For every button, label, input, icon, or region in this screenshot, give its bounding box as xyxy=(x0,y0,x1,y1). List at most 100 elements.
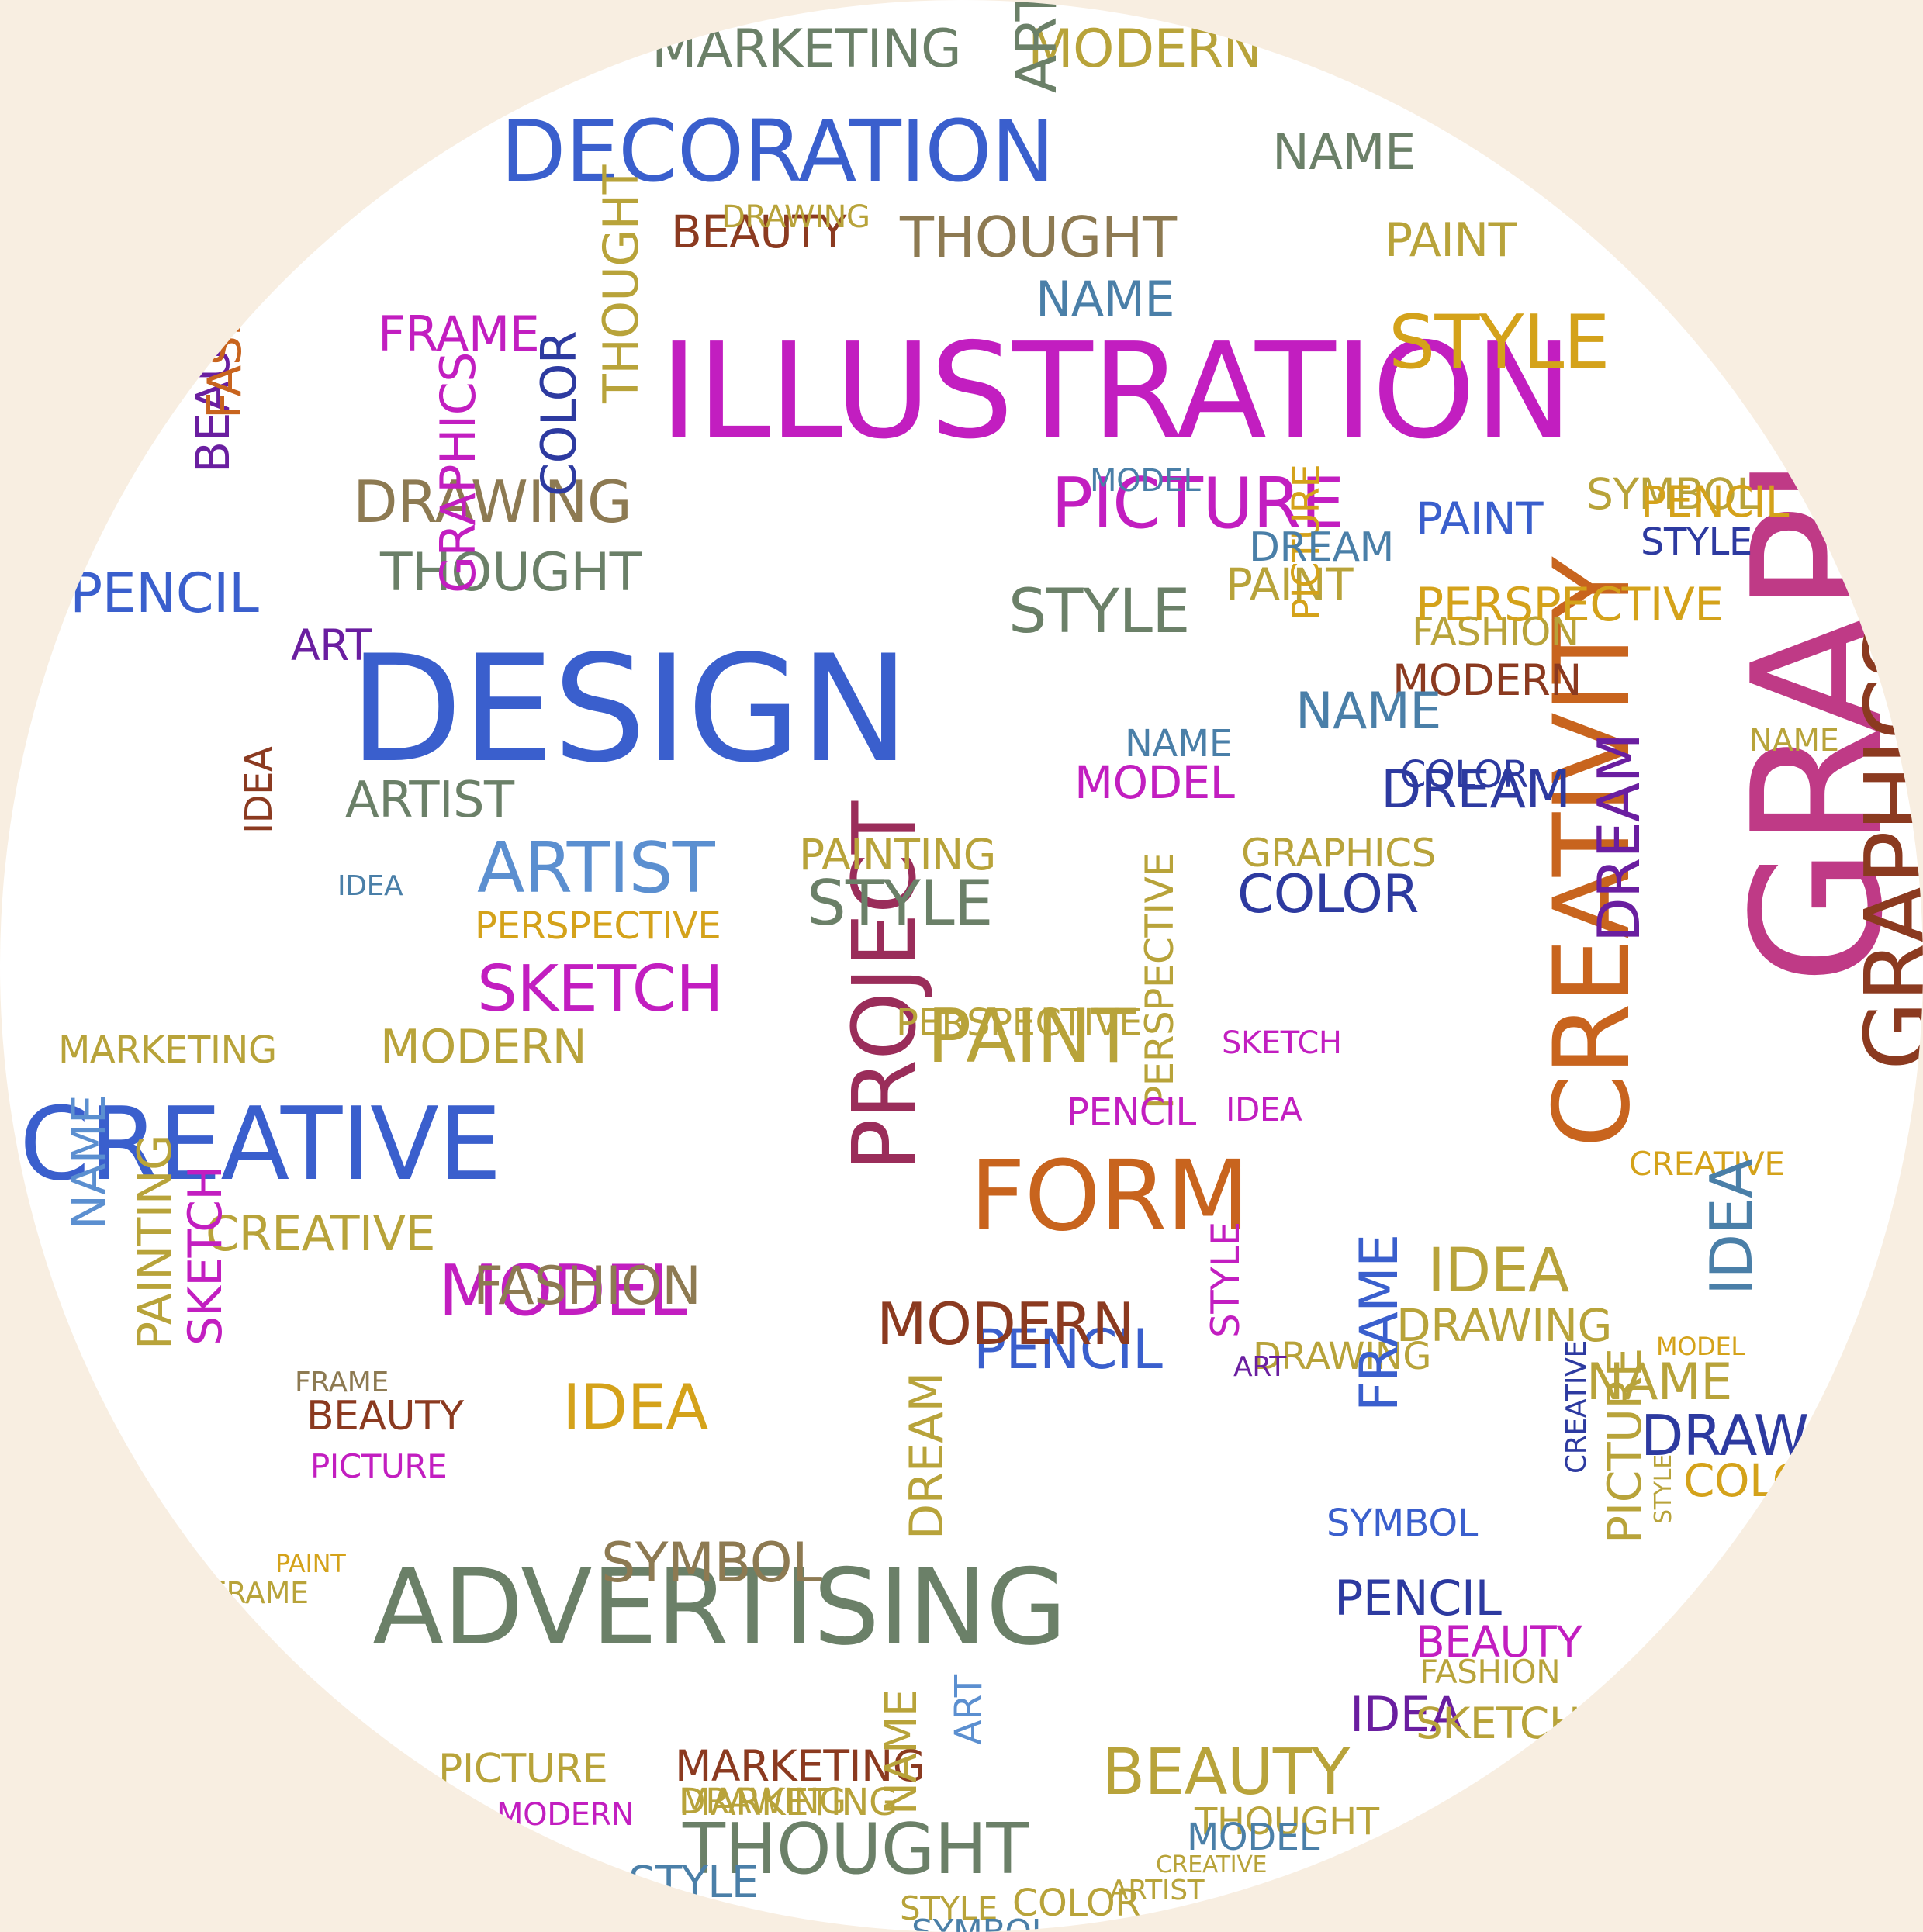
word-name: NAME xyxy=(62,1094,116,1229)
word-idea: IDEA xyxy=(1427,1236,1569,1306)
word-sketch: SKETCH xyxy=(1222,1025,1342,1061)
word-paint: PAINT xyxy=(927,994,1136,1080)
word-thought: THOUGHT xyxy=(1195,1800,1379,1844)
word-model: MODEL xyxy=(1090,463,1201,499)
word-frame: FRAME xyxy=(209,1576,309,1610)
word-model: MODEL xyxy=(1656,1332,1745,1361)
word-thought: THOUGHT xyxy=(593,165,649,403)
word-painting: PAINTING xyxy=(128,1135,182,1350)
word-style: STYLE xyxy=(900,1889,998,1927)
word-modern: MODERN xyxy=(877,1290,1135,1358)
word-style: STYLE xyxy=(1008,577,1190,647)
word-picture: PICTURE xyxy=(1598,1348,1652,1543)
word-symbol: SYMBOL xyxy=(1586,469,1760,519)
word-pencil: PENCIL xyxy=(70,562,259,625)
word-painting: PAINTING xyxy=(799,830,996,880)
word-picture: PICTURE xyxy=(310,1447,448,1485)
word-perspective: PERSPECTIVE xyxy=(475,904,721,948)
word-idea: IDEA xyxy=(1350,1686,1463,1743)
word-name: NAME xyxy=(877,1689,927,1815)
word-perspective: PERSPECTIVE xyxy=(896,1001,1143,1045)
word-paint: PAINT xyxy=(1385,213,1517,268)
word-frame: FRAME xyxy=(378,306,540,362)
word-idea: IDEA xyxy=(562,1371,708,1443)
word-graphics: GRAPHICS xyxy=(1241,831,1436,876)
word-decoration: DECORATION xyxy=(500,102,1055,201)
word-graphics: GRAPHICS xyxy=(430,351,486,593)
word-design: DESIGN xyxy=(349,624,910,795)
word-picture: PICTURE xyxy=(438,1746,608,1792)
word-marketing: MARKETING xyxy=(58,1028,277,1072)
word-modern: MODERN xyxy=(1392,655,1582,705)
word-name: NAME xyxy=(1586,1353,1732,1412)
word-artist: ARTIST xyxy=(477,828,715,909)
word-color: COLOR xyxy=(1237,864,1420,925)
word-name: NAME xyxy=(1036,271,1175,327)
word-creative: CREATIVE xyxy=(1156,1851,1268,1878)
word-graphics: GRAPHICS xyxy=(1846,623,1923,1070)
word-art: ART xyxy=(947,1675,991,1745)
word-beauty: BEAUTY xyxy=(671,206,847,258)
word-picture: PICTURE xyxy=(1051,463,1345,544)
word-dream: DREAM xyxy=(1315,1886,1416,1918)
word-pencil: PENCIL xyxy=(1067,1090,1196,1134)
word-fashion: FASHION xyxy=(1420,1653,1561,1691)
word-artist: ARTIST xyxy=(1109,1875,1205,1906)
word-sketch: SKETCH xyxy=(178,1166,233,1346)
word-pencil: PENCIL xyxy=(1334,1570,1502,1626)
word-creative: CREATIVE xyxy=(206,1205,436,1262)
word-beauty: BEAUTY xyxy=(1416,1617,1582,1667)
word-idea: IDEA xyxy=(1697,1159,1766,1295)
word-marketing: MARKETING xyxy=(652,19,962,80)
word-form: FORM xyxy=(970,1140,1250,1253)
word-style: STYLE xyxy=(1641,520,1752,564)
word-dream: DREAM xyxy=(900,1372,954,1540)
word-creative: CREATIVE xyxy=(1561,1340,1593,1474)
word-name: NAME xyxy=(1125,722,1233,766)
word-modern: MODERN xyxy=(496,1797,635,1833)
word-drawing: DRAWING xyxy=(353,468,632,536)
word-drawing: DRAWING xyxy=(1253,1335,1431,1378)
word-drawing: DRAWING xyxy=(1396,1299,1612,1352)
word-symbol: SYMBOL xyxy=(1548,51,1593,209)
word-pencil: PENCIL xyxy=(1641,477,1790,527)
word-fashion: FASHION xyxy=(198,218,252,419)
word-paint: PAINT xyxy=(275,1549,346,1578)
word-perspective: PERSPECTIVE xyxy=(1416,578,1724,632)
word-model: MODEL xyxy=(438,1250,687,1332)
word-fashion: FASHION xyxy=(1412,610,1579,655)
word-name: NAME xyxy=(1749,723,1839,759)
word-modern: MODERN xyxy=(1028,19,1262,80)
word-thought: THOUGHT xyxy=(683,1809,1029,1890)
word-name: NAME xyxy=(1295,683,1441,741)
word-art: ART xyxy=(1233,1351,1286,1383)
word-drawing: DRAWING xyxy=(721,199,870,235)
word-color: COLOR xyxy=(1400,753,1529,797)
word-thought: THOUGHT xyxy=(380,542,642,603)
word-creative: CREATIVE xyxy=(19,1085,502,1203)
word-creative: CREATIVE xyxy=(1629,1145,1785,1183)
word-artist: ARTIST xyxy=(345,772,514,829)
word-modern: MODERN xyxy=(380,1020,587,1074)
word-pencil: PENCIL xyxy=(974,1318,1163,1381)
word-style: STYLE xyxy=(628,1858,759,1908)
word-style: STYLE xyxy=(807,867,993,939)
word-model: MODEL xyxy=(1187,1816,1319,1859)
word-art: ART xyxy=(1004,0,1069,93)
word-drawing: DRAWING xyxy=(1641,1403,1909,1468)
word-name: NAME xyxy=(1272,124,1416,181)
word-style: STYLE xyxy=(1203,1222,1248,1338)
word-color: COLOR xyxy=(531,330,587,496)
word-idea: IDEA xyxy=(1226,1090,1302,1128)
word-marketing: MARKETING xyxy=(675,1741,925,1791)
word-model: MODEL xyxy=(1074,756,1235,809)
word-idea: IDEA xyxy=(337,870,403,902)
word-sketch: SKETCH xyxy=(1416,1699,1581,1748)
word-paint: PAINT xyxy=(1226,558,1354,611)
word-dream: DREAM xyxy=(1249,524,1394,571)
word-advertising: ADVERTISING xyxy=(372,1547,1067,1668)
word-sketch: SKETCH xyxy=(477,952,724,1026)
word-color: COLOR xyxy=(1012,1882,1141,1925)
word-illustration: ILLUSTRATION xyxy=(659,315,1573,468)
